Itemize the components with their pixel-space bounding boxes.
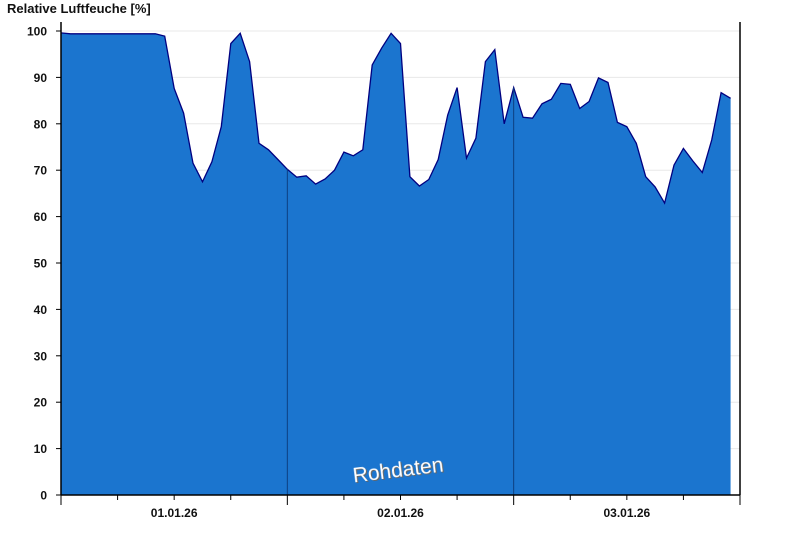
- x-ticks: 01.01.26 02.01.26 03.01.26: [60, 495, 741, 520]
- y-tick-label: 70: [34, 164, 48, 178]
- y-tick-label: 20: [34, 396, 48, 410]
- y-ticks: 0 10 20 30 40 50 60 70 80 90 100: [27, 25, 61, 503]
- y-tick-label: 90: [34, 71, 48, 85]
- chart-title: Relative Luftfeuche [%]: [7, 1, 151, 16]
- y-tick-label: 100: [27, 25, 47, 39]
- y-tick-label: 10: [34, 442, 48, 456]
- day-separators: [286, 87, 515, 495]
- y-tick-label: 30: [34, 349, 48, 363]
- x-tick-label: 03.01.26: [603, 506, 650, 520]
- series-line: [60, 32, 731, 205]
- data-area: [60, 32, 731, 496]
- y-tick-label: 80: [34, 117, 48, 131]
- y-tick-label: 40: [34, 303, 48, 317]
- y-tick-label: 50: [34, 257, 48, 271]
- area-fill: [61, 32, 731, 496]
- y-tick-label: 60: [34, 210, 48, 224]
- x-tick-label: 02.01.26: [377, 506, 424, 520]
- x-tick-label: 01.01.26: [151, 506, 198, 520]
- y-tick-label: 0: [40, 489, 47, 503]
